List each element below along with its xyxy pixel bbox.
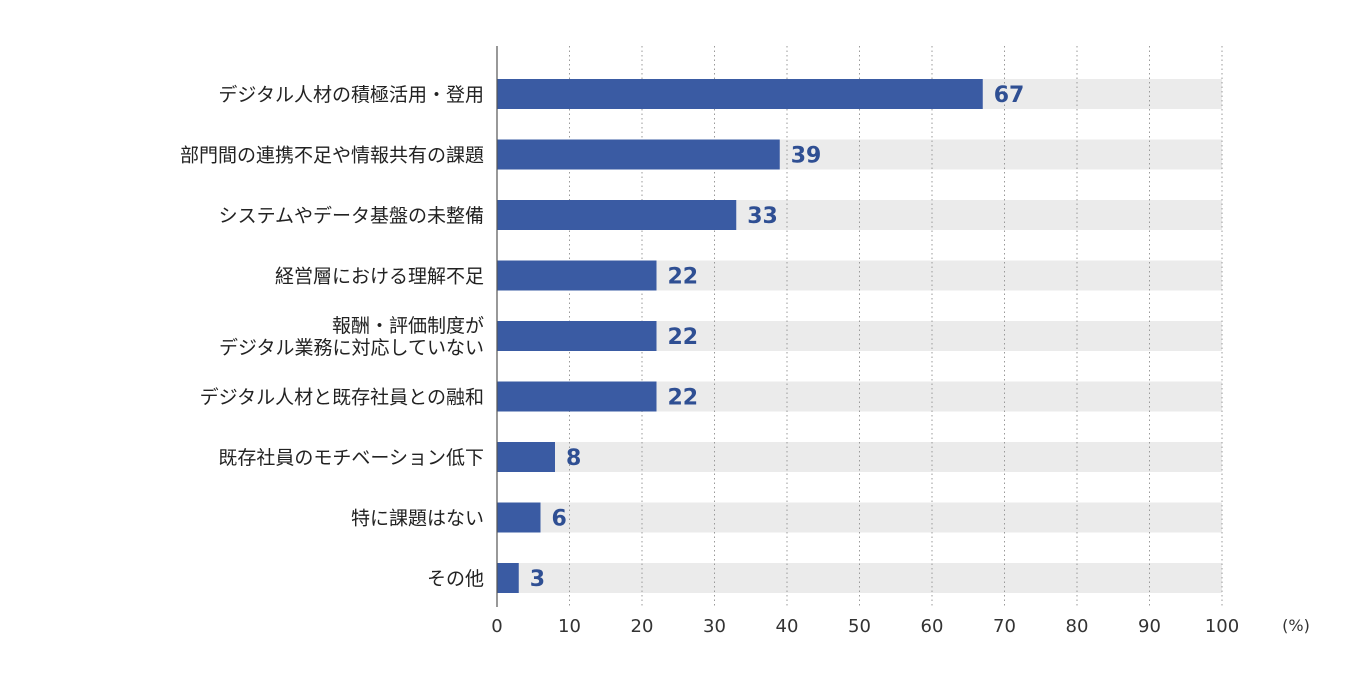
data-label: 67	[994, 83, 1025, 108]
x-tick-label: 20	[631, 616, 654, 637]
bar	[497, 260, 657, 291]
data-label: 22	[668, 325, 699, 350]
bar	[497, 381, 657, 412]
data-label: 3	[530, 567, 545, 592]
category-label: デジタル人材と既存社員との融和	[200, 387, 484, 409]
bar	[497, 139, 780, 170]
category-label: 既存社員のモチベーション低下	[218, 447, 484, 469]
bar	[497, 200, 737, 230]
bars	[497, 79, 983, 593]
category-label: システムやデータ基盤の未整備	[219, 205, 484, 227]
labels: 67 デジタル人材の積極活用・登用 39 部門間の連携不足や情報共有の課題 33 システム…	[180, 83, 1024, 592]
data-label: 8	[566, 446, 581, 471]
data-label: 22	[668, 265, 699, 290]
bar	[497, 79, 983, 109]
bar	[497, 321, 657, 351]
x-tick-label: 30	[703, 616, 726, 637]
data-label: 33	[747, 204, 778, 229]
axis: 0 10 20 30 40 50 60 70 80 90 100 (%)	[491, 46, 1310, 637]
category-label: デジタル人材の積極活用・登用	[218, 84, 484, 106]
category-label: デジタル業務に対応していない	[219, 337, 484, 359]
x-tick-label: 40	[776, 616, 799, 637]
data-label: 39	[791, 144, 822, 169]
x-tick-label: 0	[491, 616, 502, 637]
category-label: その他	[427, 568, 484, 590]
data-label: 22	[668, 386, 699, 411]
category-label: 部門間の連携不足や情報共有の課題	[180, 145, 484, 167]
category-label: 経営層における理解不足	[275, 266, 484, 288]
x-tick-label: 60	[921, 616, 944, 637]
x-tick-label: 80	[1066, 616, 1089, 637]
bar	[497, 563, 519, 593]
x-axis-unit-label: (%)	[1282, 616, 1310, 635]
x-tick-label: 100	[1205, 616, 1239, 637]
x-tick-label: 10	[558, 616, 581, 637]
category-label: 報酬・評価制度が	[332, 315, 484, 337]
x-tick-label: 90	[1138, 616, 1161, 637]
x-tick-label: 50	[848, 616, 871, 637]
bar	[497, 502, 541, 533]
category-label: 特に課題はない	[351, 508, 484, 530]
data-label: 6	[552, 507, 567, 532]
x-tick-label: 70	[993, 616, 1016, 637]
bar	[497, 442, 555, 472]
